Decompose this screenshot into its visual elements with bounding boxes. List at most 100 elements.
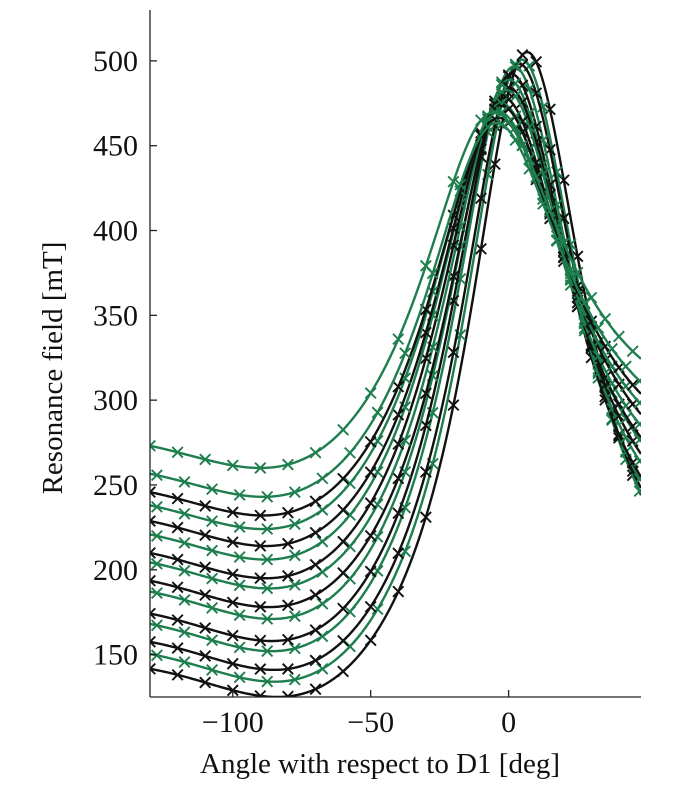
series-1-point-14 [488, 158, 501, 171]
series-6-point-2 [178, 593, 191, 606]
series-15-point-14 [488, 106, 501, 119]
series-15-point-17 [530, 171, 543, 183]
series-6-point-3 [206, 601, 219, 614]
series-12-point-3 [206, 515, 219, 528]
series-14-point-23 [619, 360, 632, 373]
series-13-point-7 [309, 495, 322, 508]
series-1-point-18 [544, 103, 556, 116]
series-7-point-9 [364, 529, 377, 542]
series-5-point-2 [171, 614, 184, 626]
series-10-point-1 [150, 529, 163, 542]
series-2-point-6 [288, 673, 301, 686]
series-10-point-6 [288, 549, 301, 562]
series-5-point-5 [254, 634, 267, 647]
series-1-point-10 [392, 585, 405, 598]
series-15-point-1 [150, 439, 156, 452]
series-9-point-9 [364, 497, 377, 510]
series-14-point-2 [178, 476, 191, 488]
series-15-point-10 [392, 333, 405, 346]
y-tick-label: 350 [93, 299, 138, 332]
series-line-14 [150, 121, 641, 499]
series-5-point-11 [419, 419, 432, 432]
series-15-point-16 [516, 139, 529, 152]
series-2-point-2 [178, 656, 191, 668]
series-9-point-3 [199, 561, 212, 574]
series-15-point-19 [557, 237, 570, 250]
series-15-point-18 [544, 205, 556, 217]
series-15-point-6 [281, 458, 294, 471]
series-12-point-6 [288, 518, 301, 531]
x-tick-label: −50 [347, 706, 394, 739]
series-14-point-1 [150, 469, 163, 482]
series-3-point-8 [337, 634, 350, 647]
series-6-point-1 [150, 587, 163, 599]
series-5-point-4 [226, 629, 239, 642]
series-1-point-13 [475, 242, 487, 255]
series-13-point-3 [199, 499, 212, 512]
series-11-point-7 [309, 526, 322, 539]
series-11-point-10 [392, 408, 405, 421]
series-3-point-1 [150, 635, 156, 648]
series-10-point-3 [206, 544, 219, 557]
series-3-point-12 [447, 346, 460, 359]
series-5-point-3 [199, 621, 212, 634]
series-5-point-15 [502, 69, 515, 81]
series-5-point-6 [281, 633, 294, 646]
series-11-point-8 [337, 503, 350, 516]
series-14-point-9 [371, 406, 384, 419]
series-15-point-12 [447, 175, 460, 188]
series-15-point-8 [337, 423, 350, 436]
series-line-3 [150, 62, 641, 672]
series-3-point-6 [281, 662, 294, 675]
series-14-point-24 [633, 374, 641, 387]
series-line-4 [150, 65, 641, 653]
series-7-point-6 [281, 599, 294, 612]
series-3-point-9 [364, 600, 377, 613]
series-2-point-7 [316, 662, 329, 675]
series-9-point-2 [171, 553, 184, 566]
series-2-point-5 [261, 675, 274, 688]
series-2-point-24 [633, 485, 641, 498]
series-2-point-1 [150, 649, 163, 662]
series-15-point-13 [475, 114, 487, 127]
series-12-point-7 [316, 503, 329, 516]
series-1-point-5 [254, 689, 267, 697]
series-14-point-3 [206, 483, 219, 496]
series-2-point-9 [371, 603, 384, 616]
series-9-point-5 [254, 572, 267, 585]
series-7-point-10 [392, 472, 405, 485]
series-8-point-3 [206, 572, 219, 585]
series-1-point-7 [309, 683, 322, 696]
series-5-point-8 [337, 602, 350, 615]
series-10-point-5 [261, 553, 274, 566]
series-2-point-3 [206, 664, 219, 676]
series-15-point-21 [585, 291, 598, 304]
series-1-point-8 [337, 665, 350, 678]
series-1-point-9 [364, 634, 377, 647]
y-axis-title: Resonance field [mT] [37, 242, 69, 495]
series-15-point-3 [199, 453, 212, 466]
tick-layer: −100 −50 0 150 200 250 300 350 400 450 500 [93, 45, 516, 739]
x-axis-title: Angle with respect to D1 [deg] [200, 748, 560, 780]
series-15-point-23 [612, 330, 625, 343]
series-1-point-17 [530, 55, 543, 68]
series-11-point-15 [502, 103, 515, 116]
series-14-point-5 [261, 490, 274, 503]
series-15-point-5 [254, 462, 267, 474]
series-11-point-3 [199, 529, 212, 542]
series-8-point-2 [178, 564, 191, 577]
series-6-point-15 [509, 77, 522, 90]
series-10-point-24 [633, 418, 641, 431]
series-5-point-1 [150, 607, 156, 620]
series-10-point-7 [316, 535, 329, 548]
series-9-point-6 [281, 569, 294, 582]
series-13-point-1 [150, 486, 156, 499]
series-4-point-1 [150, 619, 163, 632]
series-13-point-24 [626, 378, 639, 391]
series-12-point-5 [261, 523, 274, 535]
y-tick-label: 250 [93, 469, 138, 502]
series-4-point-24 [633, 472, 641, 485]
series-7-point-4 [226, 596, 239, 609]
series-7-point-7 [309, 588, 322, 601]
